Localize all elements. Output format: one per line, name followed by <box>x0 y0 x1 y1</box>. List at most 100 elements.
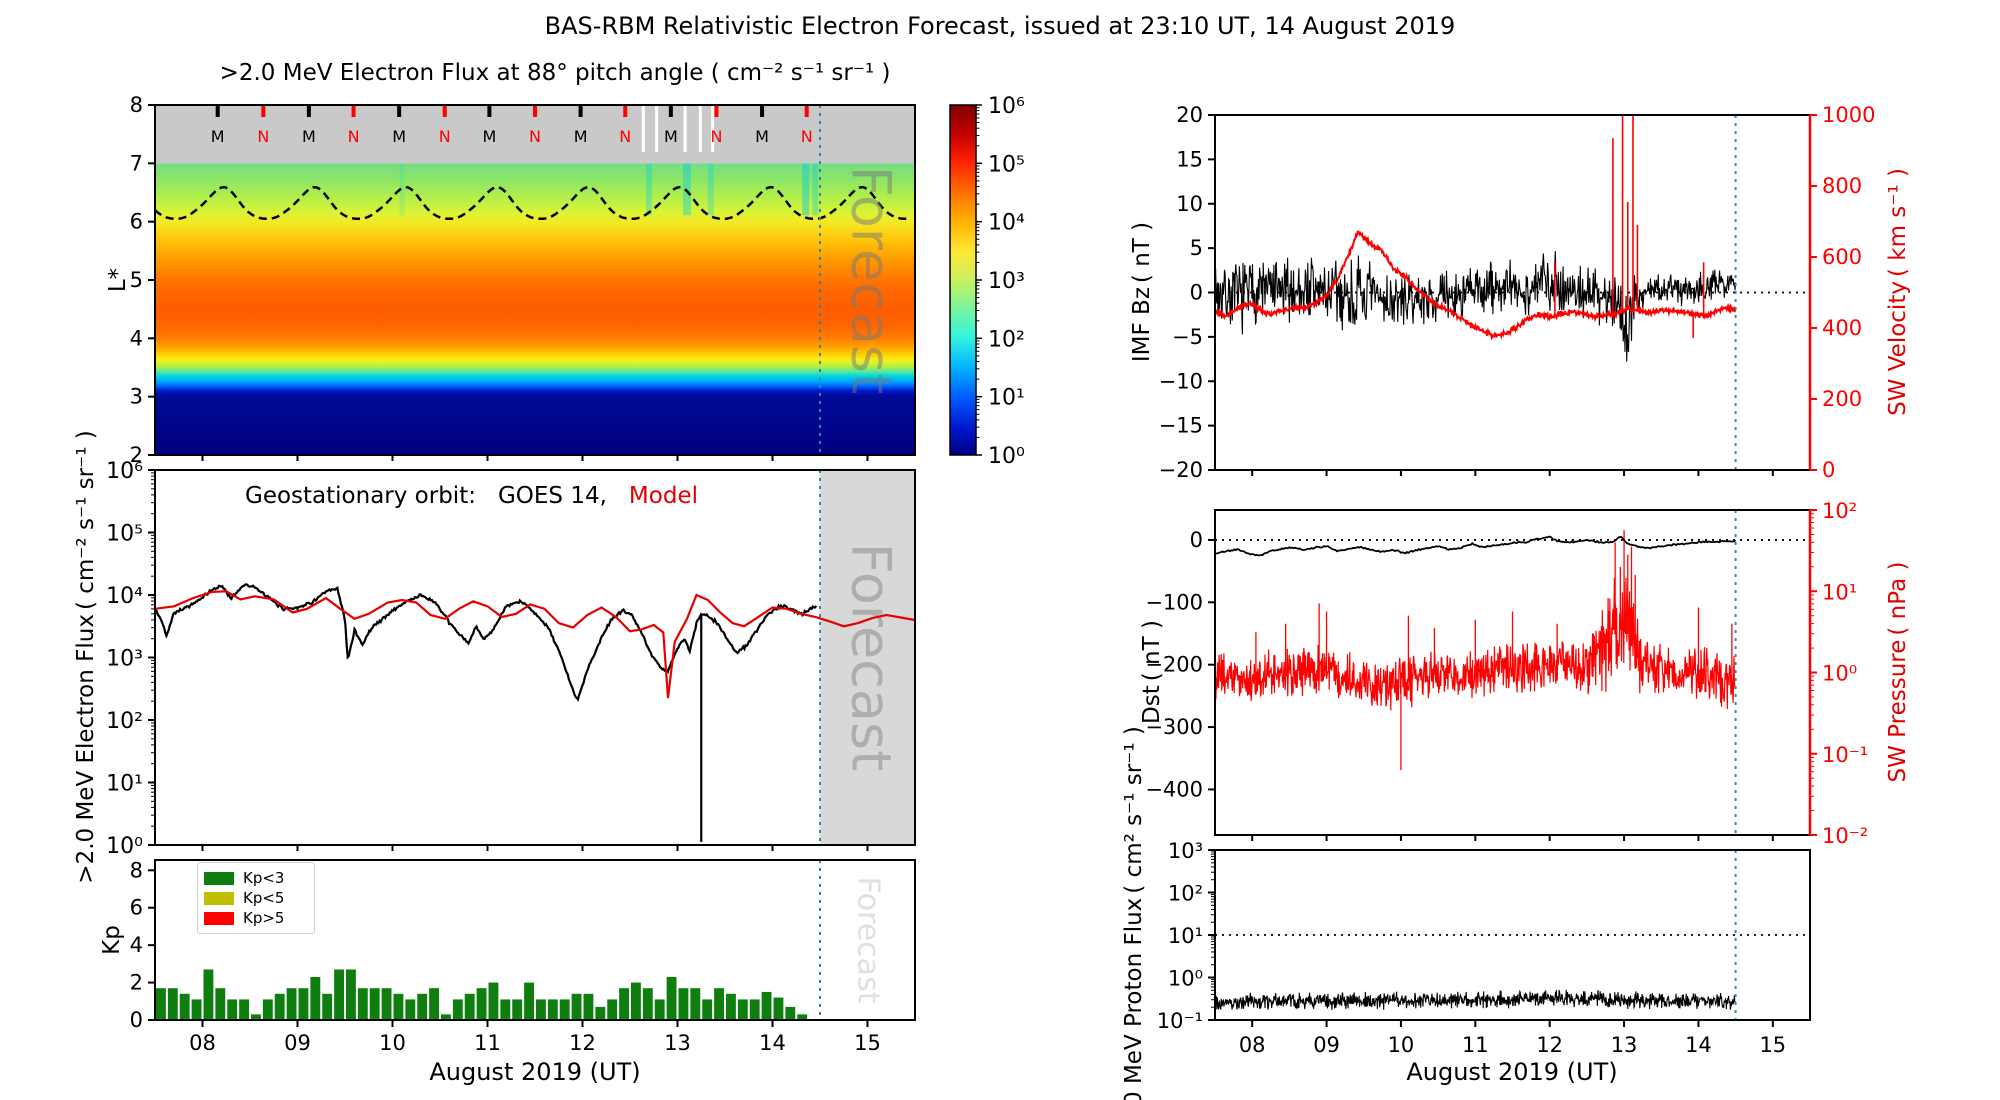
panel-frame <box>154 469 916 846</box>
x-tick-label: 10 <box>379 1031 406 1055</box>
data-gap-line <box>641 106 645 152</box>
bz-tick-label: 5 <box>1190 236 1203 260</box>
satellite-marker-label: N <box>801 127 813 146</box>
velocity-tick-label: 0 <box>1822 458 1835 482</box>
kp-bar <box>215 988 226 1020</box>
kp-bar <box>761 991 772 1020</box>
kp-bar <box>619 988 629 1020</box>
imf-bz-ylabel: IMF Bz ( nT ) <box>1129 222 1155 362</box>
kp-bar <box>274 993 285 1020</box>
kp-bar <box>227 999 238 1020</box>
velocity-tick-label: 400 <box>1822 316 1862 340</box>
satellite-marker-label: M <box>482 127 496 146</box>
goes-ylabel-line2: ( cm⁻² s⁻¹ sr⁻¹ ) <box>73 430 99 611</box>
goes-ylabel-line1: >2.0 MeV Electron Flux <box>73 614 99 884</box>
data-gap-line <box>655 106 659 152</box>
figure-title: BAS-RBM Relativistic Electron Forecast, … <box>544 12 1456 40</box>
sw-velocity-label-line1: SW Velocity <box>1885 281 1911 416</box>
dst-ylabel-line1: Dst <box>1139 685 1165 724</box>
model-series <box>155 590 915 699</box>
x-tick-label: 11 <box>1462 1033 1489 1057</box>
proton-tick-label: 10⁻¹ <box>1157 1009 1203 1033</box>
colorbar-tick-label: 10² <box>988 327 1025 352</box>
forecast-watermark: Forecast <box>851 877 886 1004</box>
flux-tick-label: 10² <box>106 709 143 734</box>
lstar-tick-label: 5 <box>130 268 143 292</box>
kp-bar <box>334 969 344 1020</box>
sw-velocity-series <box>1215 230 1737 341</box>
kp-bar <box>310 976 321 1020</box>
x-tick-label: 09 <box>284 1031 311 1055</box>
kp-bar <box>690 988 701 1020</box>
xaxis-label-left: August 2019 (UT) <box>429 1058 641 1086</box>
forecast-watermark: Forecast <box>839 543 902 772</box>
heatmap-cyan-streak <box>399 163 405 216</box>
kp-bar <box>654 999 665 1020</box>
pressure-tick-label: 10⁰ <box>1822 662 1857 686</box>
kp-bar <box>452 999 463 1020</box>
satellite-marker-label: M <box>574 127 588 146</box>
kp-bar <box>702 999 713 1020</box>
goes-ylabel: >2.0 MeV Electron Flux ( cm⁻² s⁻¹ sr⁻¹ ) <box>73 430 99 883</box>
kp-bar <box>488 982 499 1020</box>
last-closed-drift-shell-line <box>154 185 912 221</box>
velocity-tick-label: 200 <box>1822 387 1862 411</box>
proton-ylabel: >10 MeV Proton Flux ( cm² s⁻¹ sr⁻¹ ) <box>1121 726 1147 1100</box>
kp-bar <box>441 1014 451 1020</box>
satellite-marker-label: N <box>619 127 631 146</box>
sw-pressure-label-line2: ( nPa ) <box>1885 561 1911 636</box>
colorbar-tick-label: 10¹ <box>988 386 1025 411</box>
bz-tick-label: 20 <box>1176 103 1203 127</box>
kp-bar <box>298 988 309 1020</box>
imf-bz-series <box>1215 251 1737 362</box>
colorbar-tick-label: 10³ <box>988 269 1025 294</box>
kp-bar <box>512 999 523 1020</box>
x-tick-label: 14 <box>1685 1033 1712 1057</box>
kp-bar <box>464 993 475 1020</box>
colorbar <box>949 104 977 456</box>
sw-velocity-label-line2: ( km s⁻¹ ) <box>1885 168 1911 278</box>
kp-bar <box>571 993 582 1020</box>
x-tick-label: 14 <box>759 1031 786 1055</box>
dst-tick-label: 0 <box>1190 528 1203 552</box>
sw-velocity-label: SW Velocity ( km s⁻¹ ) <box>1885 168 1911 416</box>
satellite-marker-label: M <box>302 127 316 146</box>
kp-legend-item: Kp<3 <box>204 868 308 888</box>
dst-tick-label: −100 <box>1145 590 1203 614</box>
flux-heatmap <box>155 163 915 456</box>
dst-tick-label: −300 <box>1145 715 1203 739</box>
kp-bar <box>607 999 618 1020</box>
goes14-observed-series <box>155 583 818 702</box>
velocity-tick-label: 800 <box>1822 174 1862 198</box>
pressure-tick-label: 10² <box>1822 499 1857 523</box>
bz-tick-label: −10 <box>1159 369 1203 393</box>
bz-tick-label: 10 <box>1176 192 1203 216</box>
satellite-marker-label: M <box>664 127 678 146</box>
lstar-tick-label: 2 <box>130 443 143 467</box>
flux-map-title: >2.0 MeV Electron Flux at 88° pitch angl… <box>219 60 891 86</box>
goes-legend: Geostationary orbit: GOES 14, Model <box>245 483 720 509</box>
data-gap-line <box>683 106 687 152</box>
flux-tick-label: 10³ <box>106 647 143 672</box>
proton-tick-label: 10⁰ <box>1168 967 1203 991</box>
bz-tick-label: 15 <box>1176 147 1203 171</box>
proton-tick-label: 10² <box>1168 882 1203 906</box>
data-gap-line <box>698 106 702 152</box>
kp-legend-swatch <box>204 871 234 885</box>
kp-legend-swatch <box>204 911 234 925</box>
heatmap-cyan-streak <box>646 163 652 216</box>
x-tick-label: 15 <box>1759 1033 1786 1057</box>
x-tick-label: 15 <box>854 1031 881 1055</box>
kp-bar <box>405 999 416 1020</box>
lstar-tick-label: 8 <box>130 93 143 117</box>
kp-bar <box>749 999 760 1020</box>
heatmap-cyan-streak <box>707 163 714 216</box>
kp-bar <box>286 988 297 1020</box>
sw-pressure-label: SW Pressure ( nPa ) <box>1885 562 1911 783</box>
dst-ylabel-line2: ( nT ) <box>1139 620 1165 682</box>
flux-tick-label: 10⁶ <box>106 459 143 484</box>
kp-bar <box>524 982 534 1020</box>
kp-legend-label: Kp<3 <box>243 869 285 887</box>
kp-bar <box>500 999 511 1020</box>
imf-bz-ylabel-line1: IMF Bz <box>1129 287 1155 363</box>
